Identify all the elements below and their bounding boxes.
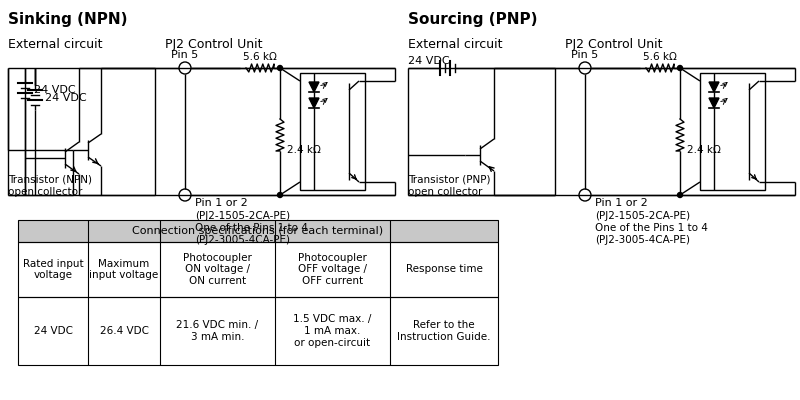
Text: 2.4 kΩ: 2.4 kΩ	[287, 145, 321, 155]
Text: 21.6 VDC min. /
3 mA min.: 21.6 VDC min. / 3 mA min.	[177, 320, 258, 342]
Text: PJ2 Control Unit: PJ2 Control Unit	[565, 38, 662, 51]
Text: 24 VDC: 24 VDC	[34, 85, 76, 95]
Circle shape	[579, 189, 591, 201]
Text: Response time: Response time	[406, 264, 482, 274]
Text: Maximum
input voltage: Maximum input voltage	[90, 259, 158, 280]
Text: 26.4 VDC: 26.4 VDC	[99, 326, 149, 336]
Bar	[18, 297, 498, 365]
Text: Sinking (NPN): Sinking (NPN)	[8, 12, 127, 27]
Bar	[18, 220, 498, 242]
Text: 24 VDC: 24 VDC	[408, 56, 450, 66]
Text: Pin 1 or 2: Pin 1 or 2	[195, 198, 248, 208]
Text: 5.6 kΩ: 5.6 kΩ	[643, 52, 677, 62]
Text: PJ2 Control Unit: PJ2 Control Unit	[165, 38, 262, 51]
Circle shape	[678, 192, 682, 198]
Text: 5.6 kΩ: 5.6 kΩ	[243, 52, 277, 62]
Circle shape	[179, 62, 191, 74]
Circle shape	[678, 66, 682, 70]
Text: External circuit: External circuit	[408, 38, 502, 51]
Circle shape	[278, 192, 282, 198]
Text: (PJ2-1505-2CA-PE): (PJ2-1505-2CA-PE)	[595, 211, 690, 221]
Text: 24 VDC: 24 VDC	[34, 326, 73, 336]
Text: One of the Pins 1 to 4: One of the Pins 1 to 4	[595, 223, 708, 233]
Circle shape	[579, 62, 591, 74]
Text: Rated input
voltage: Rated input voltage	[22, 259, 83, 280]
Text: (PJ2-1505-2CA-PE): (PJ2-1505-2CA-PE)	[195, 211, 290, 221]
Bar	[18, 242, 498, 297]
Bar	[300, 73, 365, 190]
Text: External circuit: External circuit	[8, 38, 102, 51]
Text: 1.5 VDC max. /
1 mA max.
or open-circuit: 1.5 VDC max. / 1 mA max. or open-circuit	[294, 314, 372, 348]
Text: Sourcing (PNP): Sourcing (PNP)	[408, 12, 538, 27]
Text: Pin 5: Pin 5	[171, 50, 198, 60]
Text: Photocoupler
OFF voltage /
OFF current: Photocoupler OFF voltage / OFF current	[298, 253, 367, 286]
Text: (PJ2-3005-4CA-PE): (PJ2-3005-4CA-PE)	[595, 235, 690, 245]
Polygon shape	[309, 82, 319, 92]
Text: Connection specifications (for each terminal): Connection specifications (for each term…	[133, 226, 383, 236]
Polygon shape	[309, 98, 319, 108]
Text: Photocoupler
ON voltage /
ON current: Photocoupler ON voltage / ON current	[183, 253, 252, 286]
Circle shape	[179, 189, 191, 201]
Text: 24 VDC: 24 VDC	[45, 93, 86, 103]
Text: Pin 1 or 2: Pin 1 or 2	[595, 198, 648, 208]
Text: (PJ2-3005-4CA-PE): (PJ2-3005-4CA-PE)	[195, 235, 290, 245]
Polygon shape	[709, 98, 719, 108]
Text: Transistor (PNP)
open collector: Transistor (PNP) open collector	[408, 175, 490, 196]
Text: Refer to the
Instruction Guide.: Refer to the Instruction Guide.	[398, 320, 490, 342]
Text: 2.4 kΩ: 2.4 kΩ	[687, 145, 721, 155]
Polygon shape	[709, 82, 719, 92]
Bar	[700, 73, 765, 190]
Text: Transistor (NPN)
open collector: Transistor (NPN) open collector	[8, 175, 92, 196]
Circle shape	[278, 66, 282, 70]
Text: Pin 5: Pin 5	[571, 50, 598, 60]
Text: One of the Pins 1 to 4: One of the Pins 1 to 4	[195, 223, 308, 233]
